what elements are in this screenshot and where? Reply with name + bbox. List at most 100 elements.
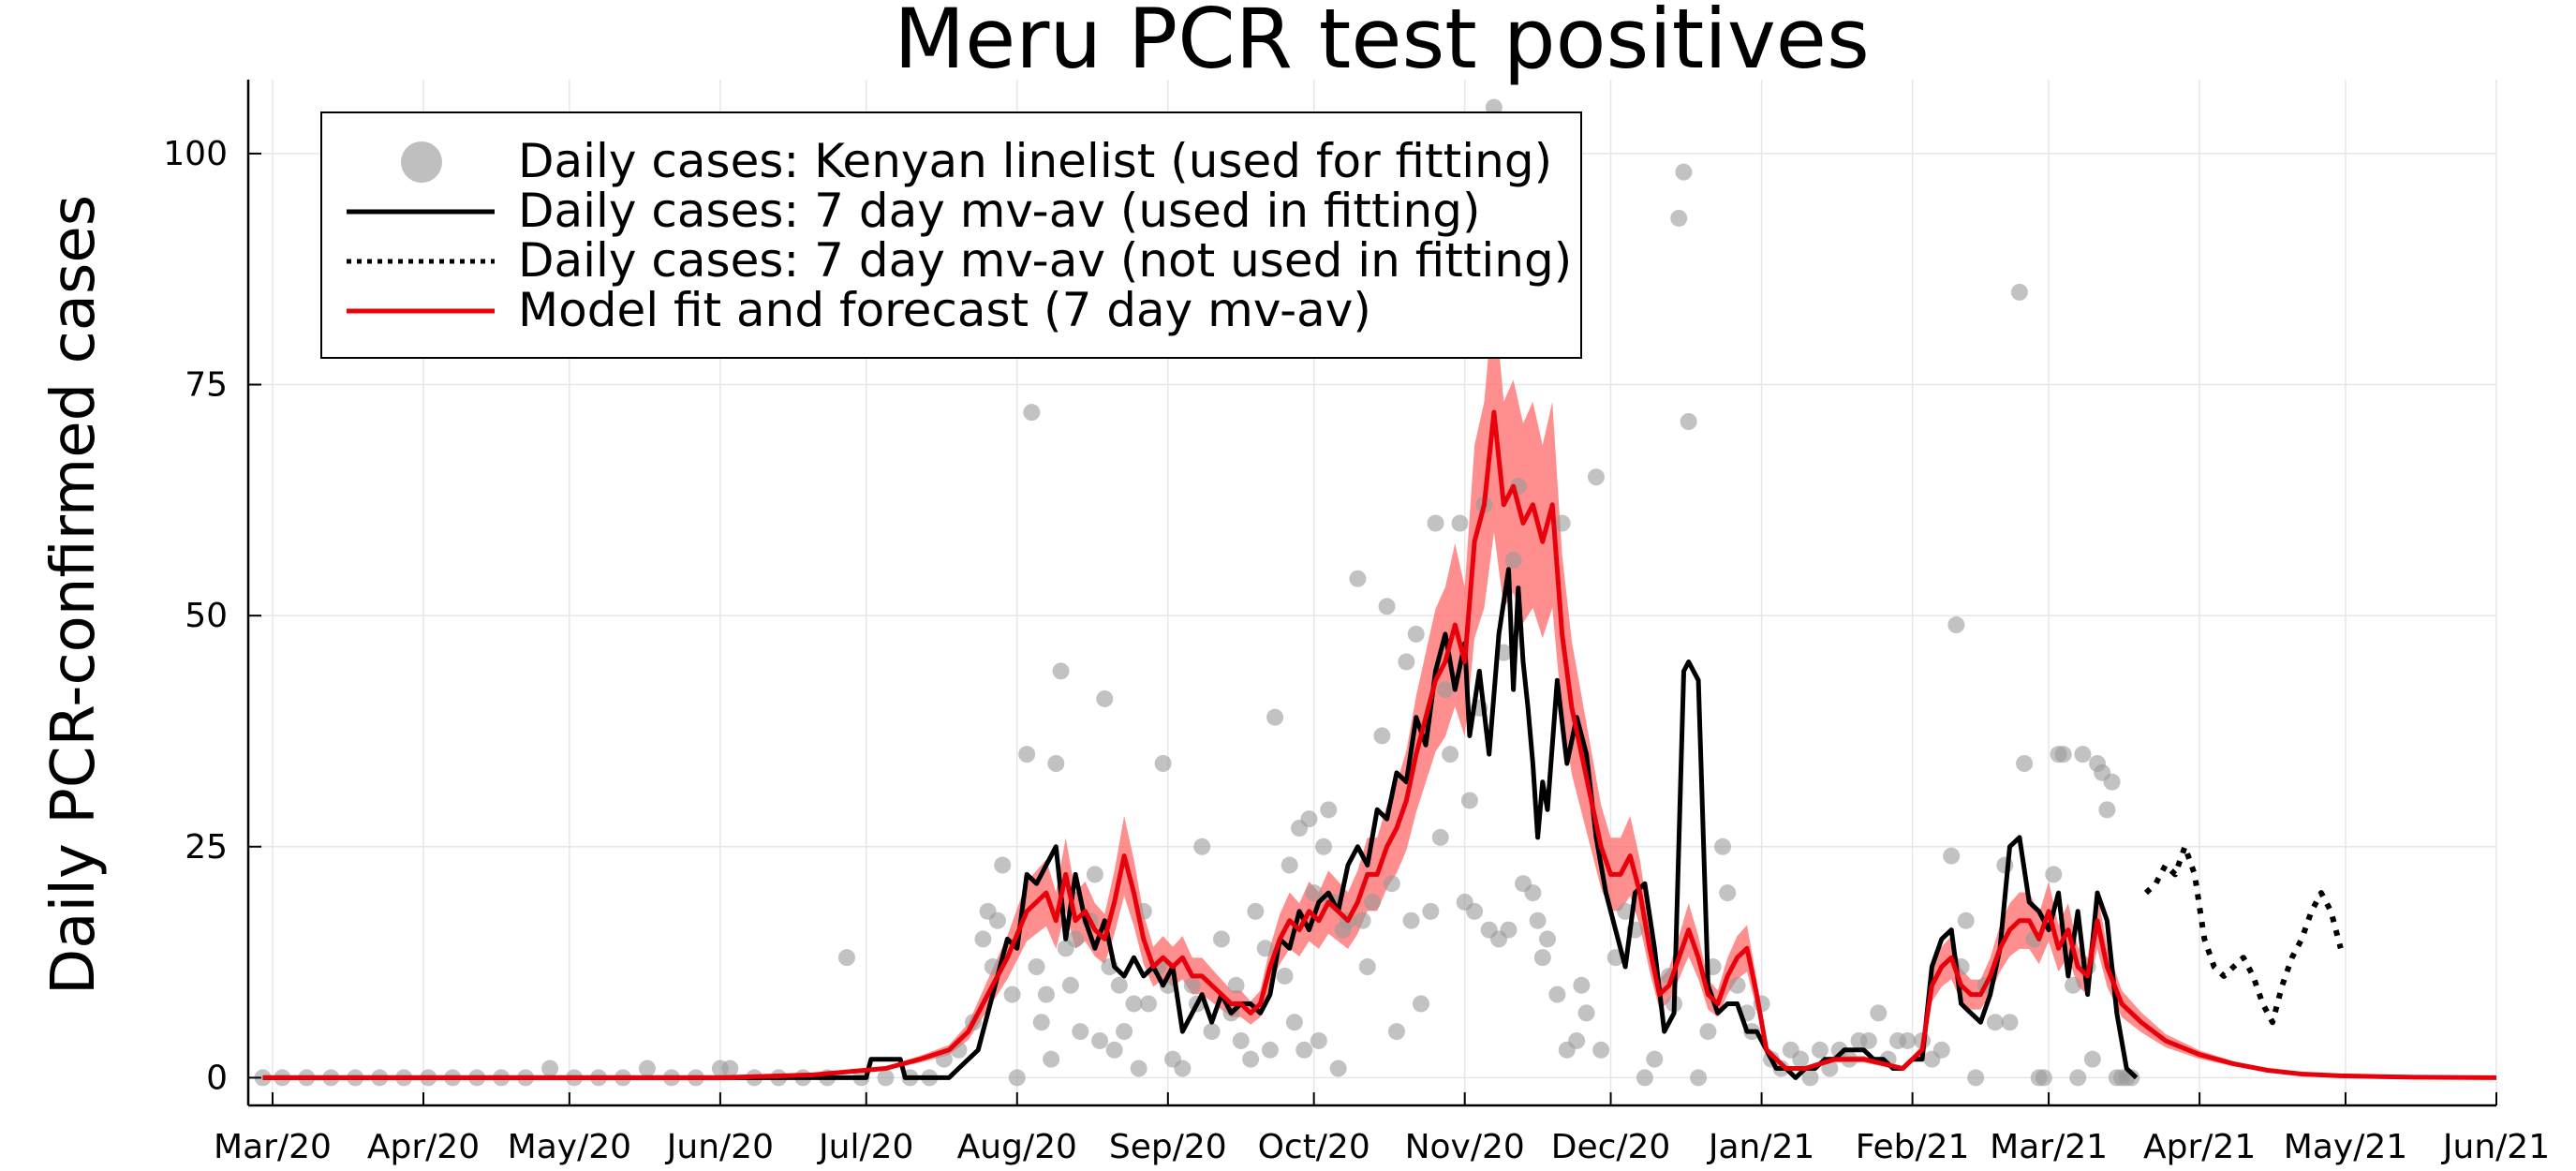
scatter-point — [1533, 949, 1551, 967]
scatter-point — [1285, 1014, 1303, 1031]
scatter-point — [1032, 1014, 1050, 1031]
y-axis-label: Daily PCR-confirmed cases — [39, 195, 109, 995]
scatter-point — [2103, 773, 2121, 791]
scatter-point — [1387, 1023, 1405, 1041]
scatter-point — [2065, 976, 2082, 994]
scatter-point — [2035, 1069, 2052, 1087]
chart-title: Meru PCR test positives — [894, 0, 1870, 87]
y-axis-ticks: 0 25 50 75 100 — [163, 135, 261, 1097]
axes — [246, 80, 2496, 1107]
scatter-point — [1227, 976, 1245, 994]
scatter-point — [1232, 1031, 1250, 1049]
scatter-point — [1096, 689, 1114, 707]
scatter-point — [1354, 912, 1371, 929]
scatter-point — [1043, 1050, 1060, 1068]
scatter-point — [1261, 1041, 1279, 1059]
scatter-point — [1140, 995, 1158, 1013]
scatter-point — [1675, 163, 1693, 181]
scatter-point — [877, 1069, 895, 1087]
scatter-point — [1553, 514, 1571, 532]
scatter-point — [1690, 1069, 1708, 1087]
scatter-point — [1116, 1023, 1133, 1041]
scatter-point — [1047, 755, 1065, 772]
scatter-point — [1349, 570, 1367, 587]
scatter-point — [1539, 930, 1557, 948]
scatter-point — [1500, 921, 1517, 939]
scatter-point — [1402, 912, 1420, 929]
scatter-point — [1358, 958, 1376, 976]
scatter-point — [1373, 727, 1391, 745]
x-tick-label: Mar/21 — [1990, 1128, 2108, 1166]
scatter-point — [1436, 681, 1454, 699]
scatter-point — [2010, 283, 2028, 301]
x-tick-label: Mar/20 — [214, 1128, 332, 1166]
x-tick-label: Feb/21 — [1856, 1128, 1970, 1166]
model-fit-line — [262, 409, 2497, 1080]
scatter-point — [1037, 986, 1055, 1003]
scatter-point — [1052, 662, 1070, 680]
scatter-point — [1529, 912, 1547, 929]
scatter-point — [1086, 866, 1103, 883]
scatter-point — [1670, 209, 1688, 227]
scatter-point — [989, 912, 1006, 929]
scatter-point — [1028, 958, 1045, 976]
x-tick-label: May/20 — [508, 1128, 631, 1166]
scatter-point — [1943, 847, 1961, 865]
scatter-point — [1329, 1060, 1347, 1077]
x-tick-label: Jan/21 — [1707, 1128, 1814, 1166]
scatter-point — [2054, 746, 2072, 763]
scatter-point — [1568, 1031, 1586, 1049]
scatter-point — [1587, 468, 1605, 486]
x-tick-label: Dec/20 — [1551, 1128, 1671, 1166]
moving-average-fitted-line — [262, 567, 2139, 1080]
scatter-point — [1548, 986, 1566, 1003]
x-tick-label: Apr/21 — [2143, 1128, 2256, 1166]
scatter-point — [1577, 1004, 1595, 1022]
legend-label: Daily cases: 7 day mv-av (not used in fi… — [518, 233, 1572, 288]
scatter-point — [1451, 514, 1469, 532]
scatter-point — [1125, 995, 1143, 1013]
scatter-point — [1072, 1023, 1089, 1041]
scatter-point — [1300, 810, 1318, 828]
scatter-point — [1407, 625, 1425, 643]
legend: Daily cases: Kenyan linelist (used for f… — [320, 111, 1582, 359]
scatter-point — [1699, 1023, 1717, 1041]
scatter-point — [1801, 1069, 1819, 1087]
legend-scatter-marker — [401, 141, 442, 183]
scatter-point — [638, 1060, 656, 1077]
scatter-point — [1174, 1060, 1192, 1077]
x-tick-label: Nov/20 — [1405, 1128, 1525, 1166]
scatter-point — [1310, 1031, 1327, 1049]
y-tick-label: 75 — [185, 366, 228, 405]
scatter-point — [1315, 837, 1333, 855]
scatter-point — [1680, 413, 1697, 430]
scatter-point — [1932, 1041, 1950, 1059]
scatter-point — [994, 856, 1012, 874]
scatter-point — [1256, 940, 1274, 957]
scatter-point — [1398, 653, 1415, 671]
scatter-point — [1276, 967, 1294, 985]
scatter-point — [1110, 976, 1128, 994]
scatter-point — [1364, 893, 1381, 911]
scatter-point — [2001, 1014, 2019, 1031]
line-series — [262, 409, 2497, 1080]
scatter-point — [1947, 616, 1965, 634]
scatter-point — [1460, 792, 1478, 809]
scatter-point — [2074, 746, 2092, 763]
x-tick-label: May/21 — [2284, 1128, 2407, 1166]
scatter-point — [1091, 1031, 1109, 1049]
scatter-point — [1792, 1050, 1810, 1068]
scatter-point — [1023, 404, 1041, 422]
scatter-point — [1008, 1069, 1026, 1087]
scatter-point — [1154, 755, 1172, 772]
scatter-point — [1130, 1060, 1147, 1077]
scatter-point — [1281, 856, 1298, 874]
scatter-point — [1203, 1023, 1221, 1041]
scatter-point — [1412, 995, 1429, 1013]
scatter-point — [1967, 1069, 1985, 1087]
x-tick-label: Jun/20 — [665, 1128, 774, 1166]
scatter-point — [1811, 1041, 1828, 1059]
scatter-point — [1636, 1069, 1653, 1087]
scatter-point — [2045, 866, 2063, 883]
